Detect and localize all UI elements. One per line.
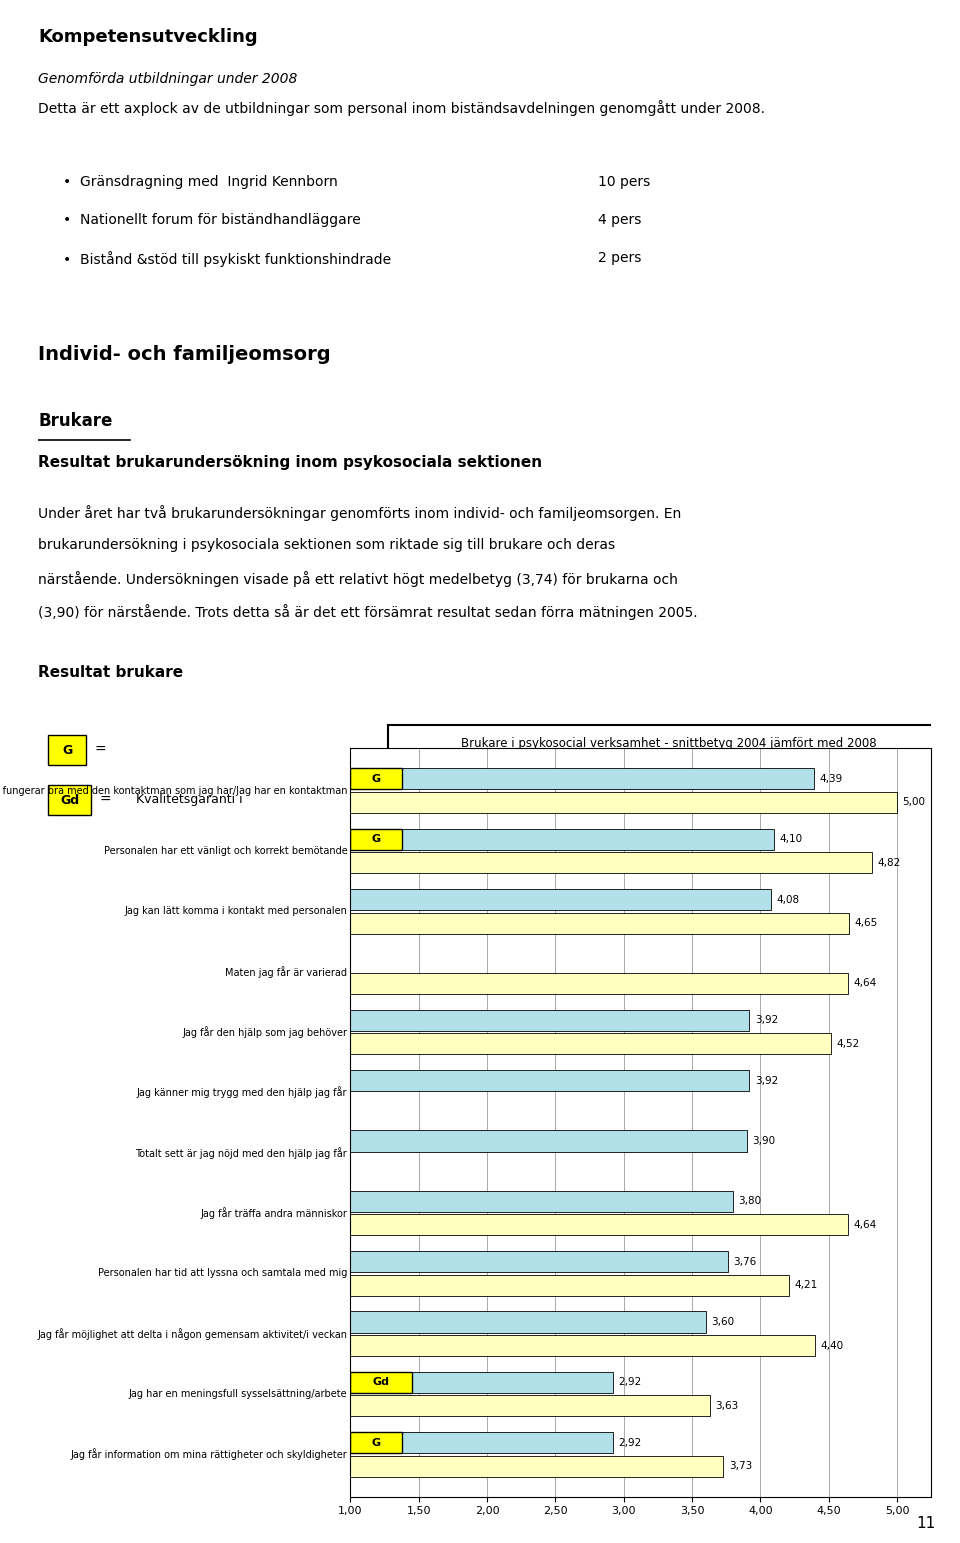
- FancyBboxPatch shape: [489, 785, 518, 809]
- Text: Gd: Gd: [60, 793, 80, 807]
- Text: Kvalitetsgaranti i: Kvalitetsgaranti i: [136, 793, 243, 807]
- Text: Jag kan lätt komma i kontakt med personalen: Jag kan lätt komma i kontakt med persona…: [125, 906, 348, 917]
- Bar: [350, 1432, 612, 1454]
- Text: Jag får möjlighet att delta i någon gemensam aktivitet/i veckan: Jag får möjlighet att delta i någon geme…: [37, 1329, 348, 1339]
- Text: Jag får den hjälp som jag behöver: Jag får den hjälp som jag behöver: [182, 1026, 348, 1038]
- Bar: [350, 1251, 728, 1271]
- Text: Genomförda utbildningar under 2008: Genomförda utbildningar under 2008: [38, 73, 298, 86]
- Text: 4,64: 4,64: [853, 1221, 876, 1230]
- Text: 10 pers: 10 pers: [598, 174, 651, 188]
- Text: 4,82: 4,82: [877, 858, 901, 867]
- Bar: [350, 792, 897, 813]
- Bar: [350, 1034, 831, 1054]
- Text: •  Nationellt forum för biständhandläggare: • Nationellt forum för biständhandläggar…: [63, 213, 361, 227]
- Bar: [350, 1131, 747, 1151]
- Bar: [350, 1009, 750, 1031]
- Text: Personalen har tid att lyssna och samtala med mig: Personalen har tid att lyssna och samtal…: [98, 1268, 348, 1279]
- Text: 4,39: 4,39: [819, 775, 842, 784]
- Text: Det fungerar bra med den kontaktman som jag har/Jag har en kontaktman: Det fungerar bra med den kontaktman som …: [0, 785, 348, 796]
- Text: 3,80: 3,80: [738, 1196, 761, 1207]
- Text: 2 pers: 2 pers: [598, 252, 642, 265]
- Text: 3,73: 3,73: [729, 1461, 753, 1470]
- Text: 3,92: 3,92: [755, 1015, 779, 1025]
- Text: Jag har en meningsfull sysselsättning/arbete: Jag har en meningsfull sysselsättning/ar…: [129, 1389, 348, 1400]
- Bar: [350, 974, 848, 994]
- FancyBboxPatch shape: [48, 785, 91, 815]
- FancyBboxPatch shape: [389, 725, 948, 826]
- Text: Gd: Gd: [372, 1378, 390, 1387]
- Text: 3,76: 3,76: [733, 1256, 756, 1267]
- Text: 3,63: 3,63: [715, 1401, 738, 1410]
- Text: =: =: [94, 744, 106, 758]
- Bar: [350, 1455, 724, 1477]
- Text: 4,65: 4,65: [854, 918, 878, 927]
- Text: 3,60: 3,60: [711, 1318, 734, 1327]
- Text: Resultat brukarundersökning inom psykosociala sektionen: Resultat brukarundersökning inom psykoso…: [38, 455, 542, 471]
- Text: 4,64: 4,64: [853, 978, 876, 989]
- Text: 2,92: 2,92: [618, 1378, 641, 1387]
- Text: 11: 11: [917, 1515, 936, 1531]
- Text: G: G: [62, 744, 73, 756]
- Text: Individ- och familjeomsorg: Individ- och familjeomsorg: [38, 346, 331, 364]
- Text: Personalen har ett vänligt och korrekt bemötande: Personalen har ett vänligt och korrekt b…: [104, 846, 348, 856]
- Text: 4,10: 4,10: [780, 835, 803, 844]
- Text: Jag får träffa andra människor: Jag får träffa andra människor: [201, 1207, 348, 1219]
- FancyBboxPatch shape: [618, 785, 648, 809]
- Text: Maten jag får är varierad: Maten jag får är varierad: [226, 966, 348, 978]
- Text: •  Bistånd &stöd till psykiskt funktionshindrade: • Bistånd &stöd till psykiskt funktionsh…: [63, 252, 392, 267]
- Text: (3,90) för närstående. Trots detta så är det ett försämrat resultat sedan förra : (3,90) för närstående. Trots detta så är…: [38, 603, 698, 620]
- Text: =: =: [100, 793, 111, 807]
- Text: närstående. Undersökningen visade på ett relativt högt medelbetyg (3,74) för bru: närstående. Undersökningen visade på ett…: [38, 571, 679, 586]
- Bar: [350, 889, 771, 910]
- Text: Detta är ett axplock av de utbildningar som personal inom biständsavdelningen ge: Detta är ett axplock av de utbildningar …: [38, 100, 765, 116]
- Text: Brukare i psykosocial verksamhet - snittbetyg 2004 jämfört med 2008
på varje pås: Brukare i psykosocial verksamhet - snitt…: [461, 738, 876, 767]
- Text: Jag känner mig trygg med den hjälp jag får: Jag känner mig trygg med den hjälp jag f…: [136, 1086, 348, 1099]
- Text: G: G: [372, 1438, 381, 1447]
- Text: Under året har två brukarundersökningar genomförts inom individ- och familjeomso: Under året har två brukarundersökningar …: [38, 505, 682, 522]
- FancyBboxPatch shape: [350, 1432, 402, 1454]
- Text: 4 pers: 4 pers: [598, 213, 642, 227]
- Text: G: G: [372, 775, 381, 784]
- Text: •  Gränsdragning med  Ingrid Kennborn: • Gränsdragning med Ingrid Kennborn: [63, 174, 338, 188]
- Text: Resultat brukare: Resultat brukare: [38, 665, 183, 680]
- Bar: [350, 1335, 815, 1356]
- FancyBboxPatch shape: [350, 1372, 412, 1393]
- Bar: [350, 1069, 750, 1091]
- Bar: [350, 852, 873, 873]
- Bar: [350, 1312, 706, 1333]
- Bar: [350, 1214, 848, 1236]
- Text: 4,08: 4,08: [777, 895, 800, 904]
- Text: 3,92: 3,92: [755, 1075, 779, 1086]
- Text: 2008: 2008: [657, 790, 686, 804]
- Text: 4,40: 4,40: [821, 1341, 844, 1350]
- Text: Jag får information om mina rättigheter och skyldigheter: Jag får information om mina rättigheter …: [70, 1449, 348, 1460]
- Bar: [350, 768, 814, 790]
- Bar: [350, 912, 850, 934]
- FancyBboxPatch shape: [48, 734, 86, 765]
- Bar: [350, 1275, 789, 1296]
- FancyBboxPatch shape: [350, 829, 402, 850]
- Bar: [350, 1191, 733, 1211]
- Text: G: G: [372, 835, 381, 844]
- Text: 5,00: 5,00: [902, 798, 925, 807]
- Text: Brukare: Brukare: [38, 412, 112, 430]
- Bar: [350, 1395, 709, 1416]
- Bar: [350, 1372, 612, 1393]
- Text: 2,92: 2,92: [618, 1438, 641, 1447]
- Text: 4,52: 4,52: [837, 1038, 860, 1049]
- Text: Totalt sett är jag nöjd med den hjälp jag får: Totalt sett är jag nöjd med den hjälp ja…: [135, 1146, 348, 1159]
- Text: Kompetensutveckling: Kompetensutveckling: [38, 28, 258, 46]
- Text: 3,90: 3,90: [753, 1136, 776, 1146]
- Text: brukarundersökning i psykosociala sektionen som riktade sig till brukare och der: brukarundersökning i psykosociala sektio…: [38, 539, 615, 552]
- FancyBboxPatch shape: [350, 768, 402, 790]
- Bar: [350, 829, 774, 850]
- Text: 4,21: 4,21: [795, 1281, 818, 1290]
- Text: 2004: 2004: [526, 790, 556, 804]
